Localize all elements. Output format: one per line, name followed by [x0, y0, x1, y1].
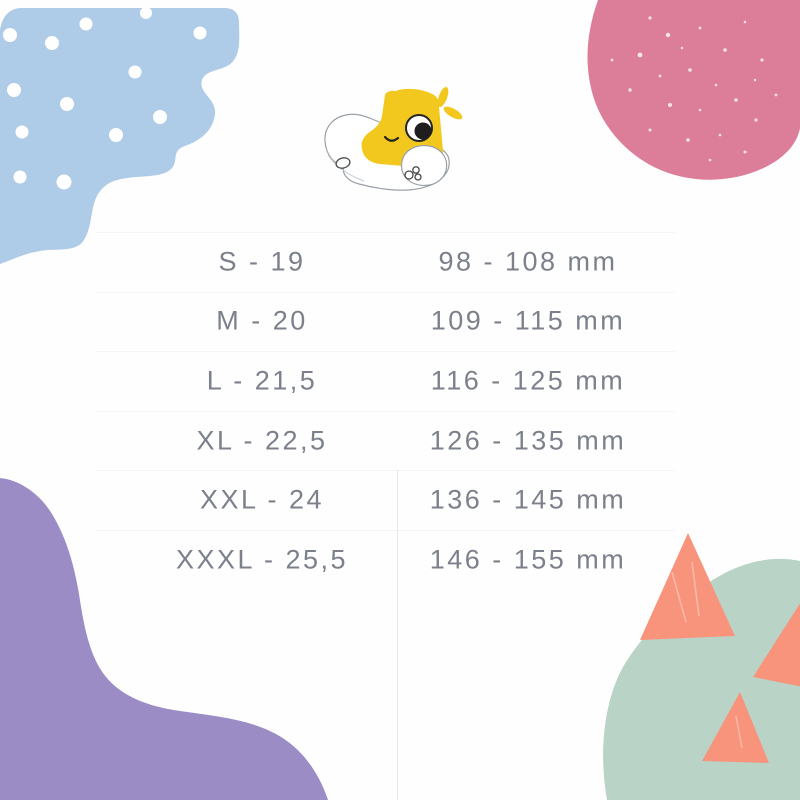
smile — [383, 135, 400, 142]
blue-polka-blob-decoration — [0, 7, 240, 264]
pink-speckles — [610, 16, 778, 162]
table-row: M - 20 109 - 115 mm — [0, 291, 800, 352]
coral-triangle-top — [640, 533, 735, 640]
pink-speckled-blob-decoration — [587, 0, 800, 180]
purple-blob-shape — [0, 478, 328, 800]
sole-oval-detail — [335, 157, 351, 169]
size-label: S - 19 — [218, 246, 306, 277]
toe-dot-details — [404, 166, 422, 181]
size-label: XL - 22,5 — [196, 425, 328, 456]
table-row: L - 21,5 116 - 125 mm — [0, 351, 800, 411]
triangle-texture-lines — [671, 561, 743, 749]
column-divider — [397, 470, 398, 800]
foot-length-value: 98 - 108 mm — [438, 246, 618, 277]
coral-triangles-decoration — [640, 533, 800, 763]
boot-mascot-illustration — [324, 87, 463, 191]
eye-pupil — [414, 122, 432, 140]
foot-length-value: 126 - 135 mm — [429, 425, 627, 456]
size-label: XXXL - 25,5 — [175, 544, 349, 575]
sole-seam-line — [327, 154, 365, 182]
size-label: XXL - 24 — [199, 484, 325, 515]
foot-length-value: 136 - 145 mm — [429, 484, 627, 515]
size-label: M - 20 — [216, 305, 308, 336]
pink-blob-shape — [587, 0, 800, 180]
foot-length-value: 109 - 115 mm — [430, 305, 626, 336]
table-row: S - 19 98 - 108 mm — [0, 232, 800, 292]
table-row: XXXL - 25,5 146 - 155 mm — [0, 529, 800, 590]
foot-length-value: 146 - 155 mm — [429, 544, 627, 575]
table-row: XL - 22,5 126 - 135 mm — [0, 410, 800, 471]
boot-face — [383, 114, 433, 142]
polka-dots — [3, 7, 207, 190]
boot-sprout-leaves — [437, 87, 463, 120]
size-label: L - 21,5 — [206, 365, 318, 396]
table-row: XXL - 24 136 - 145 mm — [0, 470, 800, 530]
foot-length-value: 116 - 125 mm — [430, 365, 626, 396]
coral-triangle-bottom — [702, 692, 769, 763]
coral-triangle-right — [753, 603, 800, 687]
size-chart-table: S - 19 98 - 108 mm M - 20 109 - 115 mm L… — [0, 232, 800, 800]
